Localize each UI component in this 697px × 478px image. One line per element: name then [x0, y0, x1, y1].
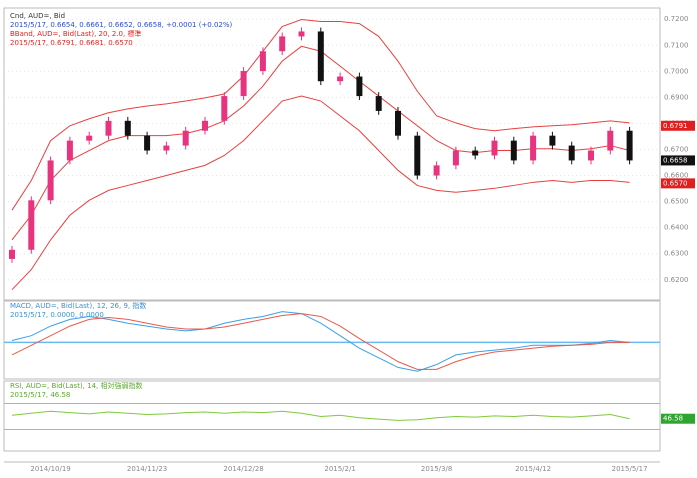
macd-panel [3, 300, 661, 380]
candle-body [240, 71, 247, 97]
panel-header: BBand, AUD=, Bid(Last), 20, 2.0, 標準 [10, 29, 141, 38]
candle-body [66, 140, 73, 161]
candle-body [452, 150, 459, 166]
panel-header: RSI, AUD=, Bid(Last), 14, 相対強弱指数 [10, 381, 142, 390]
candle-body [28, 200, 35, 250]
price-tag [661, 120, 695, 131]
candle-body [414, 135, 421, 176]
candle-body [124, 120, 131, 136]
y-tick-label: 0.6700 [664, 145, 689, 153]
y-tick-label: 0.6500 [664, 198, 689, 206]
series-line [11, 311, 630, 372]
candle-body [375, 96, 382, 111]
panel-header: 2015/5/17, 46.58 [10, 391, 70, 399]
candle-body [433, 165, 440, 176]
price-panel [3, 7, 661, 301]
candle-body [202, 120, 208, 131]
price-tag [661, 413, 695, 424]
candle-body [510, 140, 517, 161]
candle-body [298, 31, 305, 37]
panel-header: 2015/5/17, 0.6791, 0.6681, 0.6570 [10, 39, 133, 47]
x-tick-label: 2015/3/8 [421, 465, 452, 473]
candle-body [259, 51, 266, 72]
y-tick-label: 0.7100 [664, 41, 689, 49]
candle-body [549, 135, 556, 146]
candle-body [395, 110, 401, 136]
candle-body [163, 145, 170, 151]
candle-body [568, 145, 575, 161]
x-tick-label: 2014/11/23 [127, 465, 167, 473]
x-tick-label: 2015/4/12 [515, 465, 551, 473]
price-tag-label: 0.6791 [663, 122, 688, 130]
price-tag-label: 0.6658 [663, 156, 688, 164]
candle-body [144, 135, 151, 151]
series-line [11, 410, 630, 421]
y-tick-label: 0.7200 [664, 15, 689, 23]
candle-body [607, 130, 614, 151]
price-tag [661, 155, 695, 166]
y-tick-label: 0.6600 [664, 172, 689, 180]
candle-body [472, 150, 479, 156]
candle-body [317, 31, 324, 82]
series-line [11, 313, 630, 370]
candle-body [626, 130, 633, 161]
panel-header: 2015/5/17, 0.6654, 0.6661, 0.6652, 0.665… [10, 21, 233, 29]
y-tick-label: 0.7000 [664, 67, 689, 75]
candle-body [221, 96, 228, 121]
y-tick-label: 0.6200 [664, 276, 689, 284]
x-tick-label: 2015/2/1 [324, 465, 355, 473]
x-tick-label: 2015/5/17 [612, 465, 648, 473]
candle-body [337, 76, 344, 82]
series-line [11, 18, 630, 211]
candle-body [9, 249, 15, 259]
series-line [11, 95, 630, 291]
candle-body [530, 135, 537, 161]
candle-body [279, 36, 286, 52]
y-tick-label: 0.6300 [664, 250, 689, 258]
candle-body [182, 130, 189, 146]
panel-header: 2015/5/17, 0.0000, 0.0000 [10, 311, 104, 319]
price-tag-label: 46.58 [663, 415, 683, 423]
candle-body [105, 120, 112, 136]
candle-body [47, 160, 54, 201]
candle-body [356, 76, 363, 97]
y-tick-label: 0.6900 [664, 93, 689, 101]
y-tick-label: 0.6400 [664, 224, 689, 232]
x-tick-label: 2014/10/19 [30, 465, 70, 473]
candle-body [588, 150, 594, 161]
panel-header: Cnd, AUD=, Bid [10, 12, 65, 20]
candle-body [491, 140, 498, 156]
price-tag [661, 178, 695, 189]
price-tag-label: 0.6570 [663, 179, 688, 187]
candle-body [86, 135, 93, 141]
x-tick-label: 2014/12/28 [223, 465, 263, 473]
panel-header: MACD, AUD=, Bid(Last), 12, 26, 9, 指数 [10, 301, 146, 310]
